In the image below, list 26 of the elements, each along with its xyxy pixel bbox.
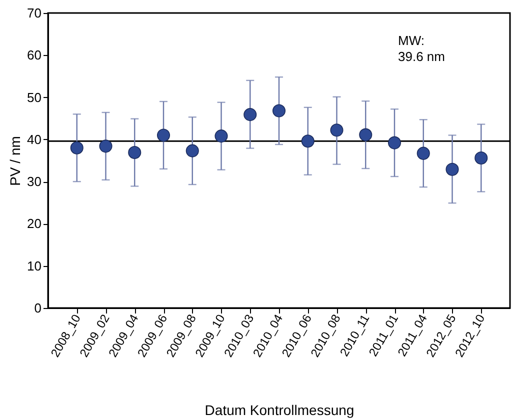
- x-axis-title: Datum Kontrollmessung: [204, 402, 354, 418]
- y-tick-label: 60: [27, 48, 42, 63]
- point: [244, 108, 257, 122]
- point: [474, 151, 488, 164]
- annotation: MW: 39.6 nm: [398, 33, 445, 64]
- point: [446, 162, 459, 176]
- point: [70, 141, 84, 154]
- point: [330, 124, 344, 137]
- point: [272, 104, 286, 118]
- point: [128, 146, 142, 160]
- point: [99, 140, 112, 153]
- y-tick-label: 20: [27, 216, 42, 232]
- point: [359, 128, 372, 142]
- point: [156, 128, 170, 142]
- y-tick-label: 40: [27, 132, 42, 147]
- point: [186, 144, 199, 158]
- point: [416, 146, 430, 160]
- point: [301, 134, 314, 148]
- y-tick-label: 30: [27, 174, 42, 190]
- y-tick-label: 50: [27, 90, 42, 105]
- y-axis-title: PV / nm: [7, 136, 24, 186]
- y-tick-label: 0: [34, 300, 42, 316]
- point: [214, 130, 228, 143]
- y-tick-label: 10: [27, 258, 42, 274]
- point: [388, 136, 402, 150]
- y-tick-label: 70: [27, 6, 42, 20]
